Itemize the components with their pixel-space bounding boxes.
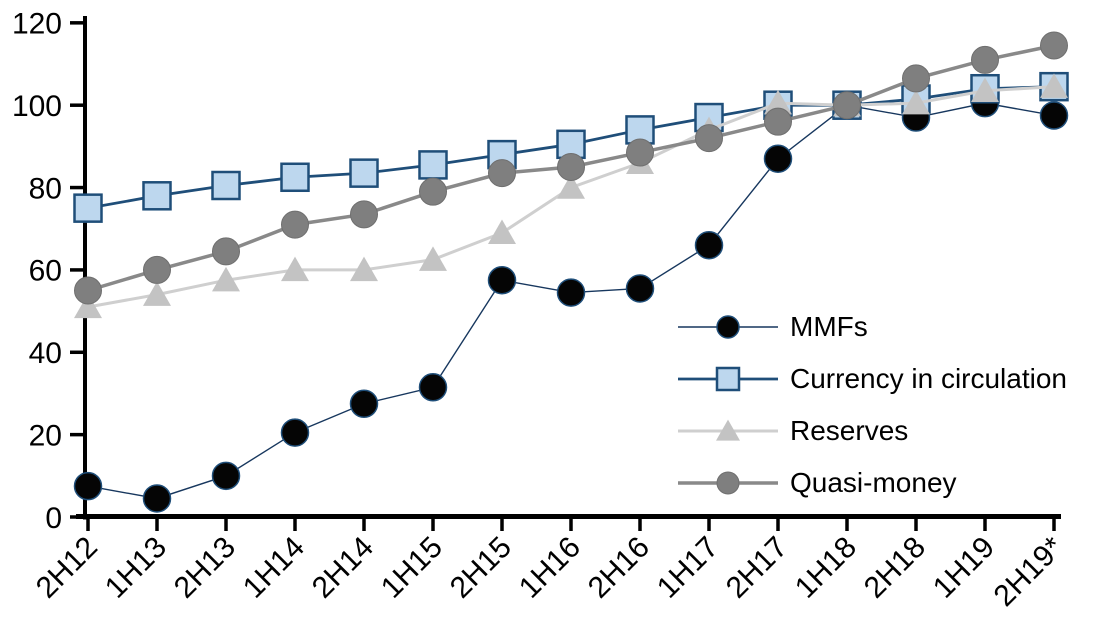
legend-item-currency-in-circulation: Currency in circulation bbox=[676, 353, 1067, 405]
mmfs-legend-marker-icon bbox=[678, 315, 778, 339]
x-tick-label: 1H16 bbox=[513, 531, 587, 605]
x-tick-label: 1H18 bbox=[789, 531, 863, 605]
svg-text:1H14: 1H14 bbox=[237, 531, 311, 605]
x-tick-label: 2H13 bbox=[168, 531, 242, 605]
svg-text:1H16: 1H16 bbox=[513, 531, 587, 605]
reserves-legend-marker-icon bbox=[678, 419, 778, 441]
svg-text:2H12: 2H12 bbox=[30, 531, 104, 605]
x-tick-label: 2H19* bbox=[988, 530, 1071, 613]
svg-text:2H19*: 2H19* bbox=[988, 530, 1071, 613]
y-tick-label: 100 bbox=[12, 90, 62, 123]
legend-label-currency-in-circulation: Currency in circulation bbox=[790, 363, 1067, 394]
svg-text:2H13: 2H13 bbox=[168, 531, 242, 605]
series-quasi-money bbox=[74, 31, 1068, 305]
svg-text:1H15: 1H15 bbox=[375, 531, 449, 605]
x-tick-label: 1H13 bbox=[99, 531, 173, 605]
quasi-money-legend-marker-icon bbox=[678, 471, 778, 495]
svg-text:1H18: 1H18 bbox=[789, 531, 863, 605]
svg-text:2H16: 2H16 bbox=[582, 531, 656, 605]
legend-item-mmfs: MMFs bbox=[676, 301, 1067, 353]
y-axis-ticks: 0 20 40 60 80 100 120 bbox=[12, 8, 84, 535]
svg-text:1H19: 1H19 bbox=[927, 531, 1001, 605]
x-tick-label: 2H15 bbox=[444, 531, 518, 605]
svg-text:2H18: 2H18 bbox=[858, 531, 932, 605]
legend-label-mmfs: MMFs bbox=[790, 311, 868, 342]
x-tick-label: 2H18 bbox=[858, 531, 932, 605]
y-tick-label: 80 bbox=[29, 172, 62, 205]
svg-text:1H17: 1H17 bbox=[651, 531, 725, 605]
x-tick-label: 1H15 bbox=[375, 531, 449, 605]
x-tick-label: 2H16 bbox=[582, 531, 656, 605]
y-tick-label: 120 bbox=[12, 8, 62, 41]
x-tick-label: 2H17 bbox=[720, 531, 794, 605]
y-tick-label: 0 bbox=[45, 502, 62, 535]
y-tick-label: 20 bbox=[29, 419, 62, 452]
svg-text:2H17: 2H17 bbox=[720, 531, 794, 605]
svg-text:1H13: 1H13 bbox=[99, 531, 173, 605]
currency-legend-marker-icon bbox=[678, 366, 778, 392]
x-tick-label: 2H12 bbox=[30, 531, 104, 605]
legend: MMFs Currency in circulation Reserves Qu… bbox=[676, 301, 1067, 509]
svg-text:2H14: 2H14 bbox=[306, 531, 380, 605]
x-axis-ticks: 2H121H132H131H142H141H152H151H162H161H17… bbox=[30, 517, 1070, 613]
legend-label-reserves: Reserves bbox=[790, 415, 909, 446]
x-tick-label: 1H19 bbox=[927, 531, 1001, 605]
legend-item-quasi-money: Quasi-money bbox=[676, 457, 1067, 509]
x-tick-label: 1H17 bbox=[651, 531, 725, 605]
y-tick-label: 40 bbox=[29, 337, 62, 370]
svg-text:2H15: 2H15 bbox=[444, 531, 518, 605]
legend-label-quasi-money: Quasi-money bbox=[790, 467, 957, 498]
x-tick-label: 1H14 bbox=[237, 531, 311, 605]
legend-item-reserves: Reserves bbox=[676, 405, 1067, 457]
y-tick-label: 60 bbox=[29, 255, 62, 288]
x-tick-label: 2H14 bbox=[306, 531, 380, 605]
